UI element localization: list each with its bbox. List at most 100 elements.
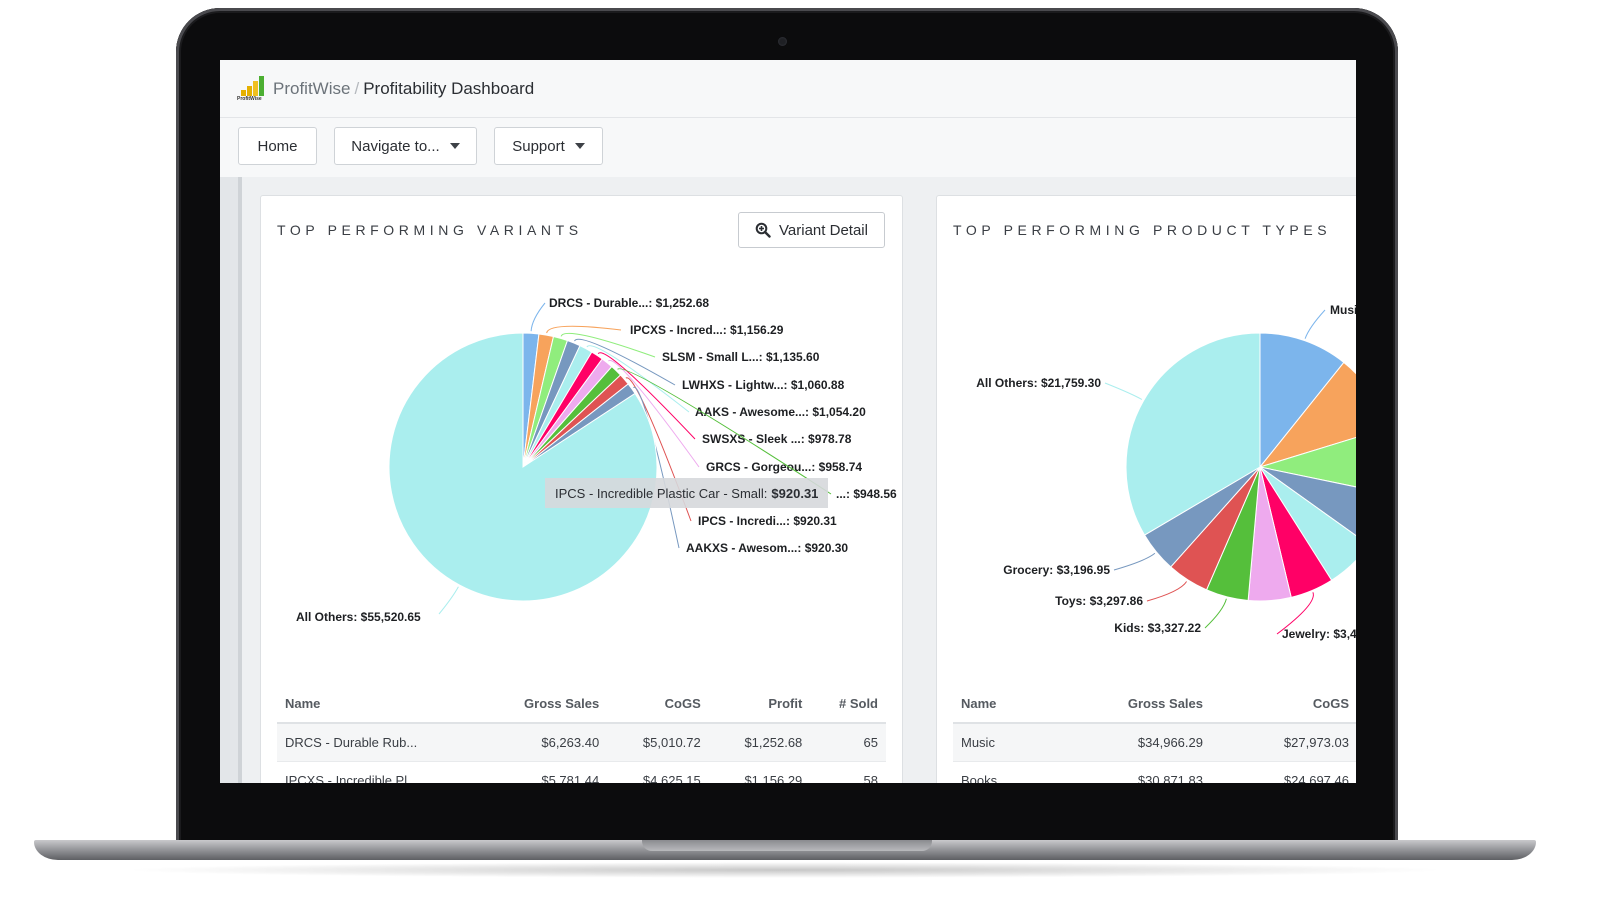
table-header-row: Name Gross Sales CoGS [953, 684, 1356, 724]
navigate-dropdown-label: Navigate to... [351, 137, 440, 155]
data-label: SLSM - Small L...: $1,135.60 [662, 350, 820, 364]
connector-line [546, 325, 622, 334]
data-label: Toys: $3,297.86 [1055, 594, 1143, 608]
left-rail [220, 177, 242, 783]
table-row[interactable]: DRCS - Durable Rub... $6,263.40 $5,010.7… [277, 723, 886, 762]
pie-slice[interactable] [1259, 428, 1356, 495]
variants-card-title: TOP PERFORMING VARIANTS [277, 222, 583, 238]
data-label: SWSXS - Sleek ...: $978.78 [702, 432, 852, 446]
table-cell: DRCS - Durable Rub... [277, 723, 482, 762]
data-label: IPCXS - Incred...: $1,156.29 [630, 323, 784, 337]
breadcrumb-separator: / [354, 79, 360, 98]
variants-table: Name Gross Sales CoGS Profit # Sold DRCS… [277, 684, 886, 783]
variants-pie-chart: DRCS - Durable...: $1,252.68 IPCXS - Incr… [296, 296, 897, 624]
data-label: DRCS - Durable...: $1,252.68 [549, 296, 709, 310]
data-label: AAKXS - Awesom...: $920.30 [686, 541, 848, 555]
table-cell: IPCXS - Incredible Pl... [277, 761, 482, 783]
data-label: IPCS - Incredi...: $920.31 [698, 514, 837, 528]
product-types-table: Name Gross Sales CoGS Music $34,966.29 $… [953, 684, 1356, 783]
table-cell: $5,010.72 [607, 723, 709, 762]
pie-slice[interactable] [1125, 332, 1261, 536]
column-header[interactable]: Gross Sales [1046, 684, 1211, 724]
connector-line [438, 586, 459, 615]
table-row[interactable]: IPCXS - Incredible Pl... $5,781.44 $4,62… [277, 761, 886, 783]
app-header: ProfitWise ProfitWise / Profitability Dash… [220, 60, 1356, 118]
data-label: AAKS - Awesome...: $1,054.20 [695, 405, 866, 419]
column-header[interactable]: CoGS [1211, 684, 1356, 724]
toolbar: Home Navigate to... Support [220, 118, 1356, 178]
data-label: Jewelry: $3,4 [1282, 627, 1356, 641]
tooltip-value: $920.31 [771, 485, 819, 501]
column-header[interactable]: Name [953, 684, 1047, 724]
variant-detail-button-label: Variant Detail [779, 221, 868, 239]
connector-line [617, 368, 832, 495]
chart-tooltip: IPCS - Incredible Plastic Car - Small: $… [545, 478, 828, 508]
profitwise-logo-icon[interactable]: ProfitWise [237, 74, 265, 102]
table-cell: $1,156.29 [708, 761, 811, 783]
table-cell: $1,252.68 [708, 723, 811, 762]
table-cell: 65 [810, 723, 886, 762]
table-cell: $5,781.44 [481, 761, 608, 783]
product-types-card-title: TOP PERFORMING PRODUCT TYPES [953, 222, 1332, 238]
connector-line [530, 302, 546, 332]
table-header-row: Name Gross Sales CoGS Profit # Sold [277, 684, 886, 724]
table-row[interactable]: Music $34,966.29 $27,973.03 [953, 723, 1356, 762]
connector-line [560, 332, 656, 358]
column-header[interactable]: Name [277, 684, 482, 724]
table-cell: $24,697.46 [1211, 761, 1356, 783]
table-cell: Music [953, 723, 1047, 762]
home-button[interactable]: Home [238, 127, 317, 165]
data-label: All Others: $21,759.30 [976, 376, 1101, 390]
connector-line [1113, 552, 1156, 571]
table-cell: $6,263.40 [481, 723, 608, 762]
logo-caption: ProfitWise [237, 96, 262, 102]
laptop-notch [642, 840, 932, 851]
zoom-in-icon [755, 222, 771, 238]
breadcrumb-app-link[interactable]: ProfitWise [273, 79, 351, 98]
laptop-shadow [120, 862, 1450, 878]
data-label: LWHXS - Lightw...: $1,060.88 [682, 378, 845, 392]
home-button-label: Home [257, 137, 298, 155]
app-screen: ProfitWise ProfitWise / Profitability Dash… [220, 60, 1356, 783]
product-types-card: TOP PERFORMING PRODUCT TYPES Musi Jewelry… [936, 195, 1356, 783]
column-header[interactable]: # Sold [810, 684, 886, 724]
product-types-pie-chart: Musi Jewelry: $3,4 Kids: $3,327.22 Toys: $3… [976, 303, 1356, 641]
connector-line [1204, 598, 1227, 629]
connector-line [1104, 382, 1143, 400]
data-label: ...: $948.56 [836, 487, 897, 501]
pie-slice[interactable] [1259, 332, 1345, 469]
table-cell: $4,625.15 [607, 761, 709, 783]
chevron-down-icon [449, 143, 460, 149]
column-header[interactable]: Profit [708, 684, 811, 724]
support-dropdown[interactable]: Support [494, 127, 603, 165]
camera-icon [778, 37, 787, 46]
connector-line [574, 338, 676, 386]
data-label: GRCS - Gorgeou...: $958.74 [706, 460, 862, 474]
table-cell: 58 [810, 761, 886, 783]
table-cell: Books [953, 761, 1047, 783]
table-cell: $30,871.83 [1046, 761, 1211, 783]
breadcrumb: ProfitWise / Profitability Dashboard [273, 79, 534, 99]
connector-line [586, 345, 690, 413]
pie-slice[interactable] [1258, 361, 1356, 468]
table-cell: $27,973.03 [1211, 723, 1356, 762]
connector-line [1276, 592, 1314, 635]
tooltip-name: IPCS - Incredible Plastic Car - Small: [555, 485, 768, 501]
column-header[interactable]: Gross Sales [481, 684, 608, 724]
table-cell: $34,966.29 [1046, 723, 1211, 762]
page-title: Profitability Dashboard [363, 79, 535, 98]
left-rail-edge [238, 177, 242, 783]
table-row[interactable]: Books $30,871.83 $24,697.46 [953, 761, 1356, 783]
column-header[interactable]: CoGS [607, 684, 709, 724]
chevron-down-icon [574, 143, 585, 149]
data-label: All Others: $55,520.65 [296, 610, 421, 624]
connector-line [1146, 581, 1188, 602]
navigate-dropdown[interactable]: Navigate to... [334, 127, 477, 165]
data-label: Kids: $3,327.22 [1114, 621, 1201, 635]
data-label: Grocery: $3,196.95 [1003, 563, 1110, 577]
support-dropdown-label: Support [512, 137, 565, 155]
data-label: Musi [1330, 303, 1356, 317]
variant-detail-button[interactable]: Variant Detail [738, 212, 885, 248]
variants-card: TOP PERFORMING VARIANTS Variant Detail D… [260, 195, 903, 783]
connector-line [1304, 309, 1326, 339]
